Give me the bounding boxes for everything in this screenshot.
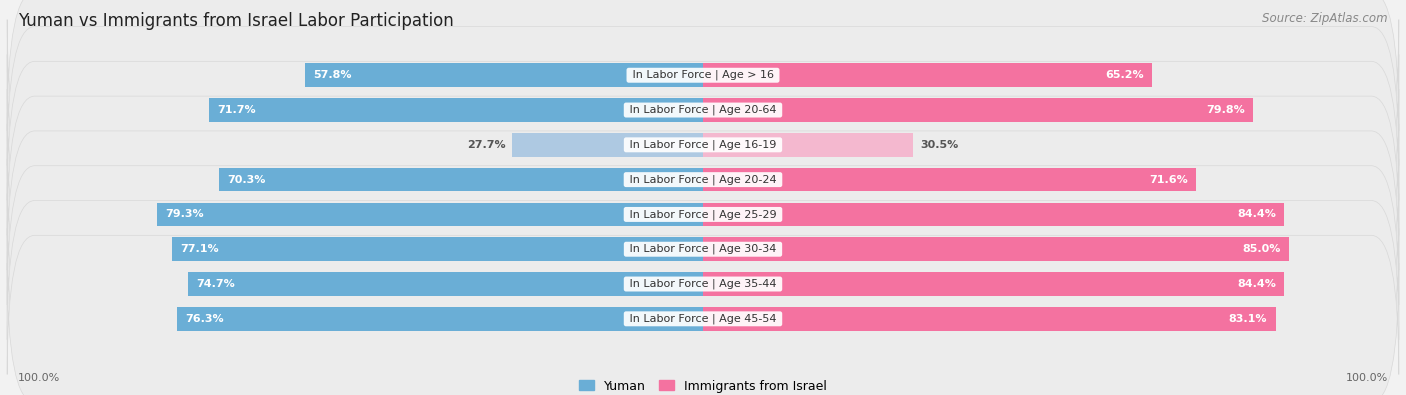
Legend: Yuman, Immigrants from Israel: Yuman, Immigrants from Israel — [575, 375, 831, 395]
Text: 76.3%: 76.3% — [186, 314, 224, 324]
Text: 71.7%: 71.7% — [218, 105, 256, 115]
Text: 84.4%: 84.4% — [1237, 209, 1277, 220]
Text: 71.6%: 71.6% — [1149, 175, 1188, 184]
Bar — [703, 168, 1197, 192]
Text: Source: ZipAtlas.com: Source: ZipAtlas.com — [1263, 12, 1388, 25]
Bar — [209, 98, 703, 122]
Text: In Labor Force | Age 20-24: In Labor Force | Age 20-24 — [626, 174, 780, 185]
Text: 70.3%: 70.3% — [226, 175, 266, 184]
Bar — [305, 64, 703, 87]
FancyBboxPatch shape — [7, 131, 1399, 298]
Text: 57.8%: 57.8% — [314, 70, 352, 80]
Text: 65.2%: 65.2% — [1105, 70, 1144, 80]
Text: 85.0%: 85.0% — [1241, 244, 1281, 254]
Bar — [703, 272, 1285, 296]
FancyBboxPatch shape — [7, 235, 1399, 395]
Bar — [512, 133, 703, 157]
FancyBboxPatch shape — [7, 0, 1399, 159]
Text: 100.0%: 100.0% — [18, 373, 60, 383]
Text: 30.5%: 30.5% — [920, 140, 959, 150]
Text: In Labor Force | Age 20-64: In Labor Force | Age 20-64 — [626, 105, 780, 115]
Text: In Labor Force | Age 16-19: In Labor Force | Age 16-19 — [626, 139, 780, 150]
Bar — [219, 168, 703, 192]
Text: In Labor Force | Age 30-34: In Labor Force | Age 30-34 — [626, 244, 780, 254]
FancyBboxPatch shape — [7, 61, 1399, 228]
Bar — [177, 307, 703, 331]
Bar — [703, 237, 1289, 261]
Text: In Labor Force | Age > 16: In Labor Force | Age > 16 — [628, 70, 778, 81]
Text: 84.4%: 84.4% — [1237, 279, 1277, 289]
Text: 27.7%: 27.7% — [467, 140, 505, 150]
Bar — [703, 64, 1152, 87]
Bar — [172, 237, 703, 261]
FancyBboxPatch shape — [7, 26, 1399, 194]
Text: 74.7%: 74.7% — [197, 279, 235, 289]
Text: In Labor Force | Age 25-29: In Labor Force | Age 25-29 — [626, 209, 780, 220]
Text: In Labor Force | Age 35-44: In Labor Force | Age 35-44 — [626, 279, 780, 289]
Text: 77.1%: 77.1% — [180, 244, 219, 254]
FancyBboxPatch shape — [7, 96, 1399, 263]
Bar — [188, 272, 703, 296]
Text: 83.1%: 83.1% — [1229, 314, 1267, 324]
Text: 100.0%: 100.0% — [1346, 373, 1388, 383]
Text: Yuman vs Immigrants from Israel Labor Participation: Yuman vs Immigrants from Israel Labor Pa… — [18, 12, 454, 30]
Text: 79.3%: 79.3% — [165, 209, 204, 220]
FancyBboxPatch shape — [7, 166, 1399, 333]
Text: 79.8%: 79.8% — [1206, 105, 1244, 115]
Text: In Labor Force | Age 45-54: In Labor Force | Age 45-54 — [626, 314, 780, 324]
Bar — [703, 98, 1253, 122]
Bar — [703, 203, 1285, 226]
Bar — [703, 133, 912, 157]
Bar — [156, 203, 703, 226]
Bar — [703, 307, 1275, 331]
FancyBboxPatch shape — [7, 201, 1399, 367]
